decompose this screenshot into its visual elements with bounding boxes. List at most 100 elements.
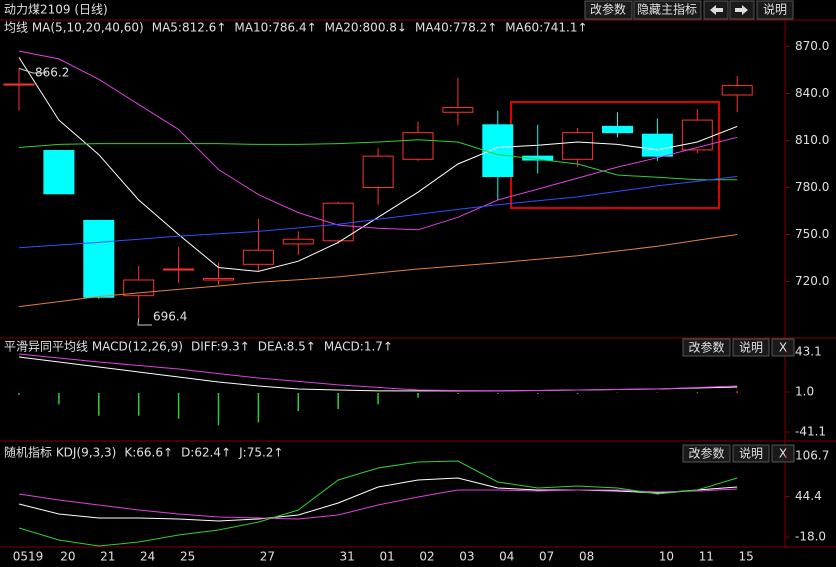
annotation: 866.2 [35,66,69,80]
y-tick-label: -18.0 [795,529,826,543]
candle-body [3,83,35,86]
legend-entry: MA20:800.8↓ [325,21,407,35]
button-label[interactable]: 说明 [763,2,787,17]
candle-body [43,150,75,195]
button-frame[interactable] [732,444,770,463]
button-label[interactable]: 改参数 [590,2,626,17]
y-tick-label: 870.0 [795,39,829,53]
annotation: 696.4 [153,310,187,324]
candle-body [203,277,234,281]
indicator-label: 随机指标 KDJ(9,3,3) [4,445,116,460]
x-tick-label: 27 [260,550,275,564]
indicator-line [18,353,738,392]
legend-entry: MA60:741.1↑ [505,21,587,35]
button[interactable]: 改参数 [682,444,731,463]
button-frame[interactable] [771,444,795,463]
button-label[interactable]: X [779,447,787,461]
candle-body [681,119,713,151]
x-tick-label: 04 [499,550,514,564]
button-label[interactable]: 说明 [739,446,763,461]
window-title: 动力煤2109 (日线) [4,3,108,17]
y-tick-label: 44.4 [795,489,822,503]
x-tick-label: 10 [659,550,674,564]
plot-area [3,50,753,319]
candle-body [83,219,115,298]
x-tick-label: 11 [699,550,714,564]
x-tick-label: 20 [60,550,75,564]
candle-body [242,249,274,265]
y-tick-label: 106.7 [795,448,829,462]
legend-entry: MACD:1.7↑ [324,340,393,354]
legend-entry: MA10:786.4↑ [234,21,316,35]
y-tick-label: 780.0 [795,180,829,194]
button-label[interactable]: 隐藏主指标 [637,2,697,17]
candle-body [402,132,434,160]
button-frame[interactable] [682,338,731,357]
button-prev[interactable] [703,0,729,20]
annotation-leader [137,318,152,326]
candle-body [163,268,195,271]
x-tick-label: 0519 [13,550,44,564]
arrow-icon [710,5,723,15]
arrow-icon [735,5,748,15]
button-next[interactable] [729,0,755,20]
button[interactable]: 隐藏主指标 [633,0,702,20]
button[interactable]: 改参数 [682,338,731,357]
indicator-line [18,460,738,547]
button-label[interactable]: 说明 [739,340,763,355]
legend-entry: DIFF:9.3↑ [191,340,250,354]
x-tick-label: 25 [180,550,195,564]
candle-body [282,238,314,245]
indicator-line [18,139,738,181]
legend-entry: MA40:778.2↑ [415,21,497,35]
candle-body [641,133,673,157]
button[interactable]: 说明 [732,444,770,463]
x-tick-label: 21 [100,550,115,564]
legend-entry: K:66.6↑ [124,446,173,460]
button-label[interactable]: 改参数 [688,446,724,461]
x-tick-label: 02 [419,550,434,564]
candle-body [482,124,514,178]
y-tick-label: 750.0 [795,227,829,241]
indicator-line [18,176,738,249]
button[interactable]: X [771,338,795,357]
button-frame[interactable] [682,444,731,463]
legend-entry: MA5:812.6↑ [152,21,227,35]
y-tick-label: 720.0 [795,274,829,288]
x-tick-label: 31 [340,550,355,564]
y-tick-label: 43.1 [795,344,822,358]
plot-area [18,353,738,426]
button[interactable]: 改参数 [584,0,633,20]
x-tick-label: 15 [739,550,754,564]
indicator-line [18,488,738,520]
indicator-line [18,50,738,231]
button[interactable]: 说明 [756,0,794,20]
button-frame[interactable] [732,338,770,357]
x-tick-label: 08 [579,550,594,564]
candle-body [442,107,474,113]
y-tick-label: 1.0 [795,384,814,398]
button-label[interactable]: 改参数 [688,340,724,355]
candle-body [562,132,594,160]
legend-entry: D:62.4↑ [181,446,231,460]
y-tick-label: 840.0 [795,86,829,100]
x-tick-label: 07 [539,550,554,564]
x-tick-label: 01 [379,550,394,564]
indicator-label: 平滑异同平均线 MACD(12,26,9) [4,340,183,354]
plot-area [18,460,738,547]
legend-entry: DEA:8.5↑ [258,340,316,354]
indicator-line [18,57,738,272]
indicator-label: 均线 MA(5,10,20,40,60) [4,21,144,35]
x-tick-label: 03 [459,550,474,564]
candle-body [362,155,394,188]
indicator-line [18,234,738,308]
y-tick-label: -41.1 [795,425,826,439]
candle-body [522,155,554,161]
legend-entry: J:75.2↑ [238,446,283,460]
candle-body [602,125,633,134]
annotation-leader [18,67,47,74]
button[interactable]: X [771,444,795,463]
button-label[interactable]: X [779,341,787,355]
button[interactable]: 说明 [732,338,770,357]
